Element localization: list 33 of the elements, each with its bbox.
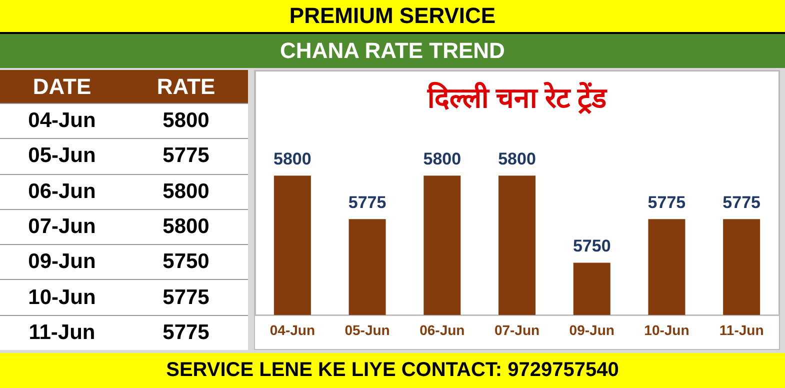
- text: 5800: [162, 214, 210, 240]
- text: 04-Jun: [27, 108, 97, 134]
- text: 07-Jun: [27, 214, 97, 240]
- chart-title: दिल्ली चना रेट ट्रेंड: [426, 82, 608, 114]
- text: 09-Jun: [27, 249, 97, 276]
- data-label: 5800: [423, 150, 462, 169]
- text: DATE: [32, 72, 92, 100]
- x-tick-label: 04-Jun: [270, 322, 315, 338]
- data-label: 5750: [572, 236, 611, 256]
- data-label: 5775: [722, 193, 760, 212]
- chart-subtitle: CHANA RATE TREND: [0, 32, 785, 68]
- data-label: 5800: [498, 150, 536, 169]
- text: 5800: [162, 108, 210, 134]
- x-tick-label: 10-Jun: [644, 322, 690, 338]
- x-tick-label: 11-Jun: [719, 322, 764, 338]
- text: SERVICE LENE KE LIYE CONTACT: 9729757540: [0, 353, 785, 388]
- text: RATE: [156, 72, 216, 100]
- text: 5775: [162, 284, 210, 311]
- x-tick-label: 09-Jun: [569, 322, 614, 338]
- data-label: 5800: [274, 150, 312, 169]
- text: 05-Jun: [27, 143, 97, 170]
- x-tick-label: 07-Jun: [494, 322, 540, 338]
- text: 06-Jun: [27, 178, 97, 205]
- text: 5775: [162, 320, 210, 346]
- x-tick-label: 05-Jun: [344, 322, 390, 338]
- text: 10-Jun: [27, 284, 97, 311]
- text: 5775: [162, 143, 210, 170]
- text: 5750: [162, 249, 210, 276]
- data-label: 5775: [348, 193, 386, 212]
- x-tick-label: 06-Jun: [420, 322, 465, 338]
- text: PREMIUM SERVICE: [0, 0, 785, 32]
- text: 5800: [162, 178, 210, 205]
- data-label: 5775: [648, 193, 686, 212]
